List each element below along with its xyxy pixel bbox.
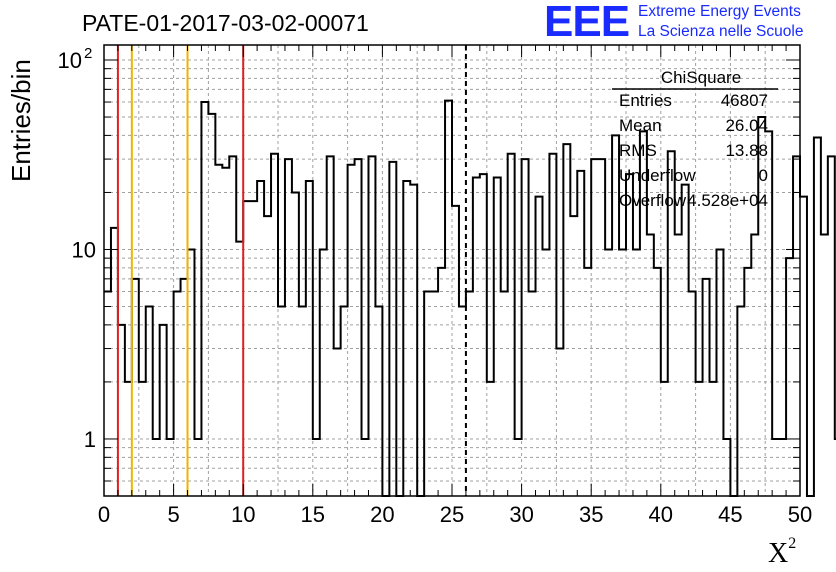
x-tick-label: 20 <box>370 502 394 527</box>
x-tick-label: 45 <box>718 502 742 527</box>
x-axis-label: X2 <box>768 534 797 570</box>
x-tick-label: 50 <box>788 502 812 527</box>
eee-logo: EEE <box>544 0 630 46</box>
logo-caption: Extreme Energy Events La Scienza nelle S… <box>638 2 803 42</box>
stats-row: Underflow 0 <box>610 163 778 188</box>
y-tick-label: 10 <box>72 237 96 262</box>
stats-value: 13.88 <box>725 141 768 160</box>
logo-caption-line1: Extreme Energy Events <box>638 3 801 20</box>
stats-key: Mean <box>619 116 662 135</box>
stats-key: Underflow <box>619 166 696 185</box>
logo-caption-line2: La Scienza nelle Scuole <box>638 23 804 40</box>
stats-value: 4.528e+04 <box>687 191 768 210</box>
stats-row: Overflow 4.528e+04 <box>610 188 778 213</box>
stats-row: Mean 26.04 <box>610 113 778 138</box>
y-tick-label: 1 <box>84 427 96 452</box>
y-axis-label: Entries/bin <box>6 59 37 182</box>
x-axis-label-text: X <box>768 538 789 569</box>
x-tick-label: 25 <box>440 502 464 527</box>
chart-title: PATE-01-2017-03-02-00071 <box>82 10 369 36</box>
y-tick-label-sup: 2 <box>84 45 92 62</box>
histogram-line <box>104 99 836 497</box>
x-tick-label: 15 <box>301 502 325 527</box>
x-tick-label: 5 <box>167 502 179 527</box>
x-tick-label: 35 <box>579 502 603 527</box>
stats-row: RMS 13.88 <box>610 138 778 163</box>
stats-value: 0 <box>758 166 768 185</box>
stats-key: RMS <box>619 141 657 160</box>
x-tick-label: 40 <box>649 502 673 527</box>
x-axis-label-sup: 2 <box>788 534 797 552</box>
y-axis-label-text: Entries/bin <box>6 59 36 182</box>
stats-key: Overflow <box>619 191 687 210</box>
stats-row: Entries 46807 <box>610 88 778 113</box>
x-tick-label: 0 <box>98 502 110 527</box>
stats-value: 26.04 <box>725 116 768 135</box>
x-tick-label: 10 <box>231 502 255 527</box>
stats-name: ChiSquare <box>660 68 742 87</box>
x-tick-label: 30 <box>509 502 533 527</box>
y-tick-label: 10 <box>58 48 82 73</box>
stats-box: ChiSquare Entries 46807 Mean 26.04 RMS 13.8… <box>610 66 778 213</box>
stats-value: 46807 <box>720 91 768 110</box>
stats-key: Entries <box>619 91 672 110</box>
